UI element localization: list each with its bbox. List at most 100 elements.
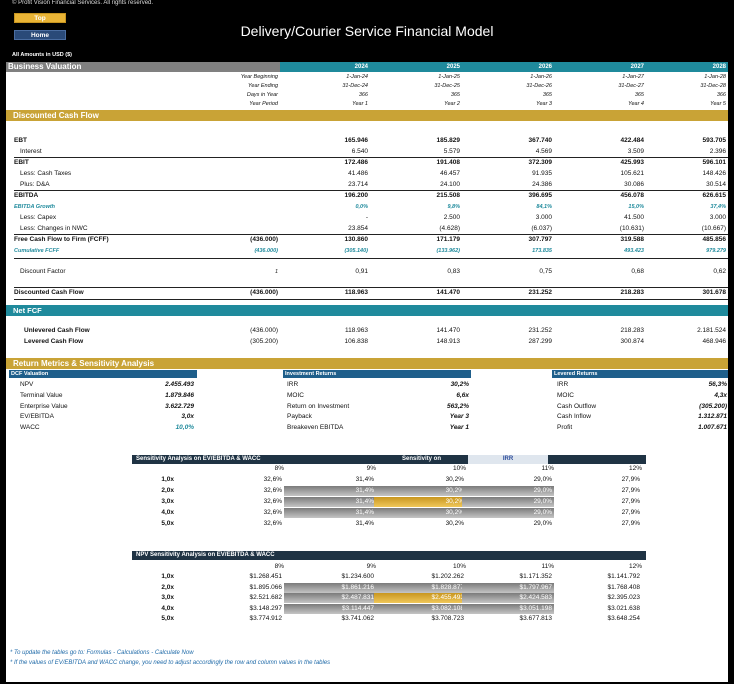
dcf-row-value: 9,8% [447, 204, 460, 210]
sens-cell: $1.202.262 [431, 573, 464, 580]
dcf-row-value: 456.078 [620, 192, 645, 199]
rm-value: 1.007.671 [698, 424, 727, 432]
amounts-note: All Amounts in USD ($) [12, 52, 72, 58]
sens-cell: $1.828.877 [374, 582, 466, 593]
dcf-row-value: 3.509 [627, 148, 644, 155]
sens-cell: $1.895.066 [249, 583, 282, 591]
dcf-row-value: 141.470 [436, 289, 461, 296]
dcf-row-value: 41.500 [624, 214, 644, 221]
business-valuation-title: Business Valuation [6, 62, 280, 72]
bv-row: Year Period Year 1 Year 2 Year 3 Year 4 Year … [6, 100, 728, 109]
dcf-row-value: 319.588 [620, 236, 645, 243]
dcf-row-label: Discounted Cash Flow [14, 289, 84, 296]
year-2026: 2026 [538, 64, 552, 70]
npv-sensitivity-title: NPV Sensitivity Analysis on EV/EBITDA & … [132, 551, 646, 560]
bv-row-value: 31-Dec-24 [342, 83, 368, 89]
dcf-row-label: Free Cash Flow to Firm (FCFF) [14, 236, 109, 243]
dcf-row-nwc: Less: Changes in NWC 23.854 (4.628) (6.037)… [6, 224, 728, 234]
dcf-valuation-header: DCF Valuation [9, 370, 197, 378]
dcf-row-value: 0,75 [539, 268, 552, 275]
bv-row-value: Year 2 [444, 101, 460, 107]
rm-label: MOIC [557, 391, 574, 399]
bv-row-value: 1-Jan-25 [438, 74, 460, 80]
dcf-row-value: (305.140) [344, 248, 368, 254]
dcf-row-value: 218.283 [620, 289, 645, 296]
dcf-row-interest: Interest 6.540 5.579 4.569 3.509 2.396 [6, 147, 728, 157]
home-button[interactable]: Home [14, 30, 66, 40]
net-fcf-initial: (436.000) [250, 327, 278, 334]
sens-cell: $1.797.967 [462, 582, 554, 593]
rm-label: Enterprise Value [20, 402, 68, 410]
rm-value: 1.312.871 [698, 413, 727, 421]
dcf-row-value: 41.486 [348, 170, 368, 177]
dcf-row-value: 0,0% [355, 204, 368, 210]
sens-cell: 31,4% [355, 520, 374, 527]
bv-row-value: 365 [450, 92, 460, 98]
dcf-row-initial: (436.000) [250, 236, 278, 243]
row-separator [14, 190, 728, 191]
dcf-row-value: 23.854 [348, 225, 368, 232]
sens-col-header: 12% [628, 465, 642, 472]
bv-row-value: 31-Dec-26 [526, 83, 552, 89]
rm-value: 4,3x [714, 391, 727, 399]
dcf-row-label: EBITDA [14, 192, 39, 199]
sens-cell: 32,6% [263, 498, 282, 505]
net-fcf-label: Levered Cash Flow [24, 338, 84, 345]
sens-cell: 29,0% [462, 508, 554, 518]
dcf-row-value: 171.179 [436, 236, 461, 243]
rm-value: 3,0x [181, 413, 194, 421]
net-fcf-label: Unlevered Cash Flow [24, 327, 90, 334]
irr-sensitivity-title-text: Sensitivity Analysis on EV/EBITDA & WACC [136, 456, 261, 462]
sensitivity-on-label: Sensitivity on [402, 456, 442, 462]
dcf-row-label: Less: Capex [20, 214, 57, 221]
dcf-row-discount-factor: Discount Factor 1 0,91 0,83 0,75 0,68 0,62 [6, 267, 728, 277]
net-fcf-header: Net FCF [6, 305, 728, 316]
dcf-section-header: Discounted Cash Flow [6, 110, 728, 121]
sens-cell: $3.648.254 [607, 615, 640, 622]
rm-label: Terminal Value [20, 391, 63, 399]
dcf-row-value: 425.993 [620, 159, 645, 166]
rm-value: 2.455.493 [165, 381, 194, 388]
sens-row-header: 2,0x [161, 487, 174, 494]
dcf-row-value: 3.000 [709, 214, 726, 221]
sens-cell: $2.395.023 [607, 594, 640, 601]
sens-cell: $2.455.493 [374, 593, 466, 603]
net-fcf-value: 468.946 [702, 338, 727, 345]
bv-row-value: Year 3 [536, 101, 552, 107]
sensitivity-on-select[interactable]: IRR [468, 455, 548, 464]
top-button[interactable]: Top [14, 13, 66, 23]
dcf-row-value: 46.457 [440, 170, 460, 177]
rm-value: 10,0% [175, 424, 194, 432]
year-2025: 2025 [446, 64, 460, 70]
sens-cell: 29,0% [533, 520, 552, 527]
sens-cell: 31,4% [284, 508, 376, 518]
row-separator [14, 258, 728, 259]
rm-value: 563,2% [446, 402, 469, 410]
rm-label: MOIC [287, 391, 304, 399]
sens-col-header: 10% [452, 465, 466, 472]
sens-cell: $1.234.600 [341, 573, 374, 580]
dcf-row-value: 372.309 [528, 159, 553, 166]
net-fcf-row-levered: Levered Cash Flow (305.200) 106.838 148.913… [6, 337, 728, 347]
sens-cell: $1.268.451 [249, 573, 282, 580]
dcf-row-da: Plus: D&A 23.714 24.100 24.386 30.086 30.514 [6, 180, 728, 190]
sens-cell: 32,6% [263, 487, 282, 494]
dcf-row-initial: (436.000) [254, 248, 278, 254]
rm-value: Year 3 [449, 413, 469, 421]
dcf-row-label: EBIT [14, 159, 29, 166]
year-2024: 2024 [354, 64, 368, 70]
rm-label: Cash Inflow [557, 413, 591, 421]
dcf-row-initial: (436.000) [250, 289, 278, 296]
dcf-row-label: Less: Cash Taxes [20, 170, 72, 177]
page-title: Delivery/Courier Service Financial Model [240, 23, 494, 39]
rm-value: 56,3% [708, 381, 727, 388]
rm-label: Breakeven EBITDA [287, 424, 344, 432]
dcf-row-value: 148.426 [702, 170, 727, 177]
sens-cell: $3.677.813 [519, 615, 552, 622]
dcf-row-ebitda-growth: EBITDA Growth 0,0% 9,8% 84,1% 15,0% 37,4% [6, 202, 728, 212]
dcf-row-label: Less: Changes in NWC [20, 225, 88, 232]
dcf-row-value: 0,62 [713, 268, 726, 275]
rm-label: Profit [557, 424, 573, 432]
dcf-row-initial: 1 [274, 269, 278, 275]
sens-cell: $2.424.583 [462, 593, 554, 603]
